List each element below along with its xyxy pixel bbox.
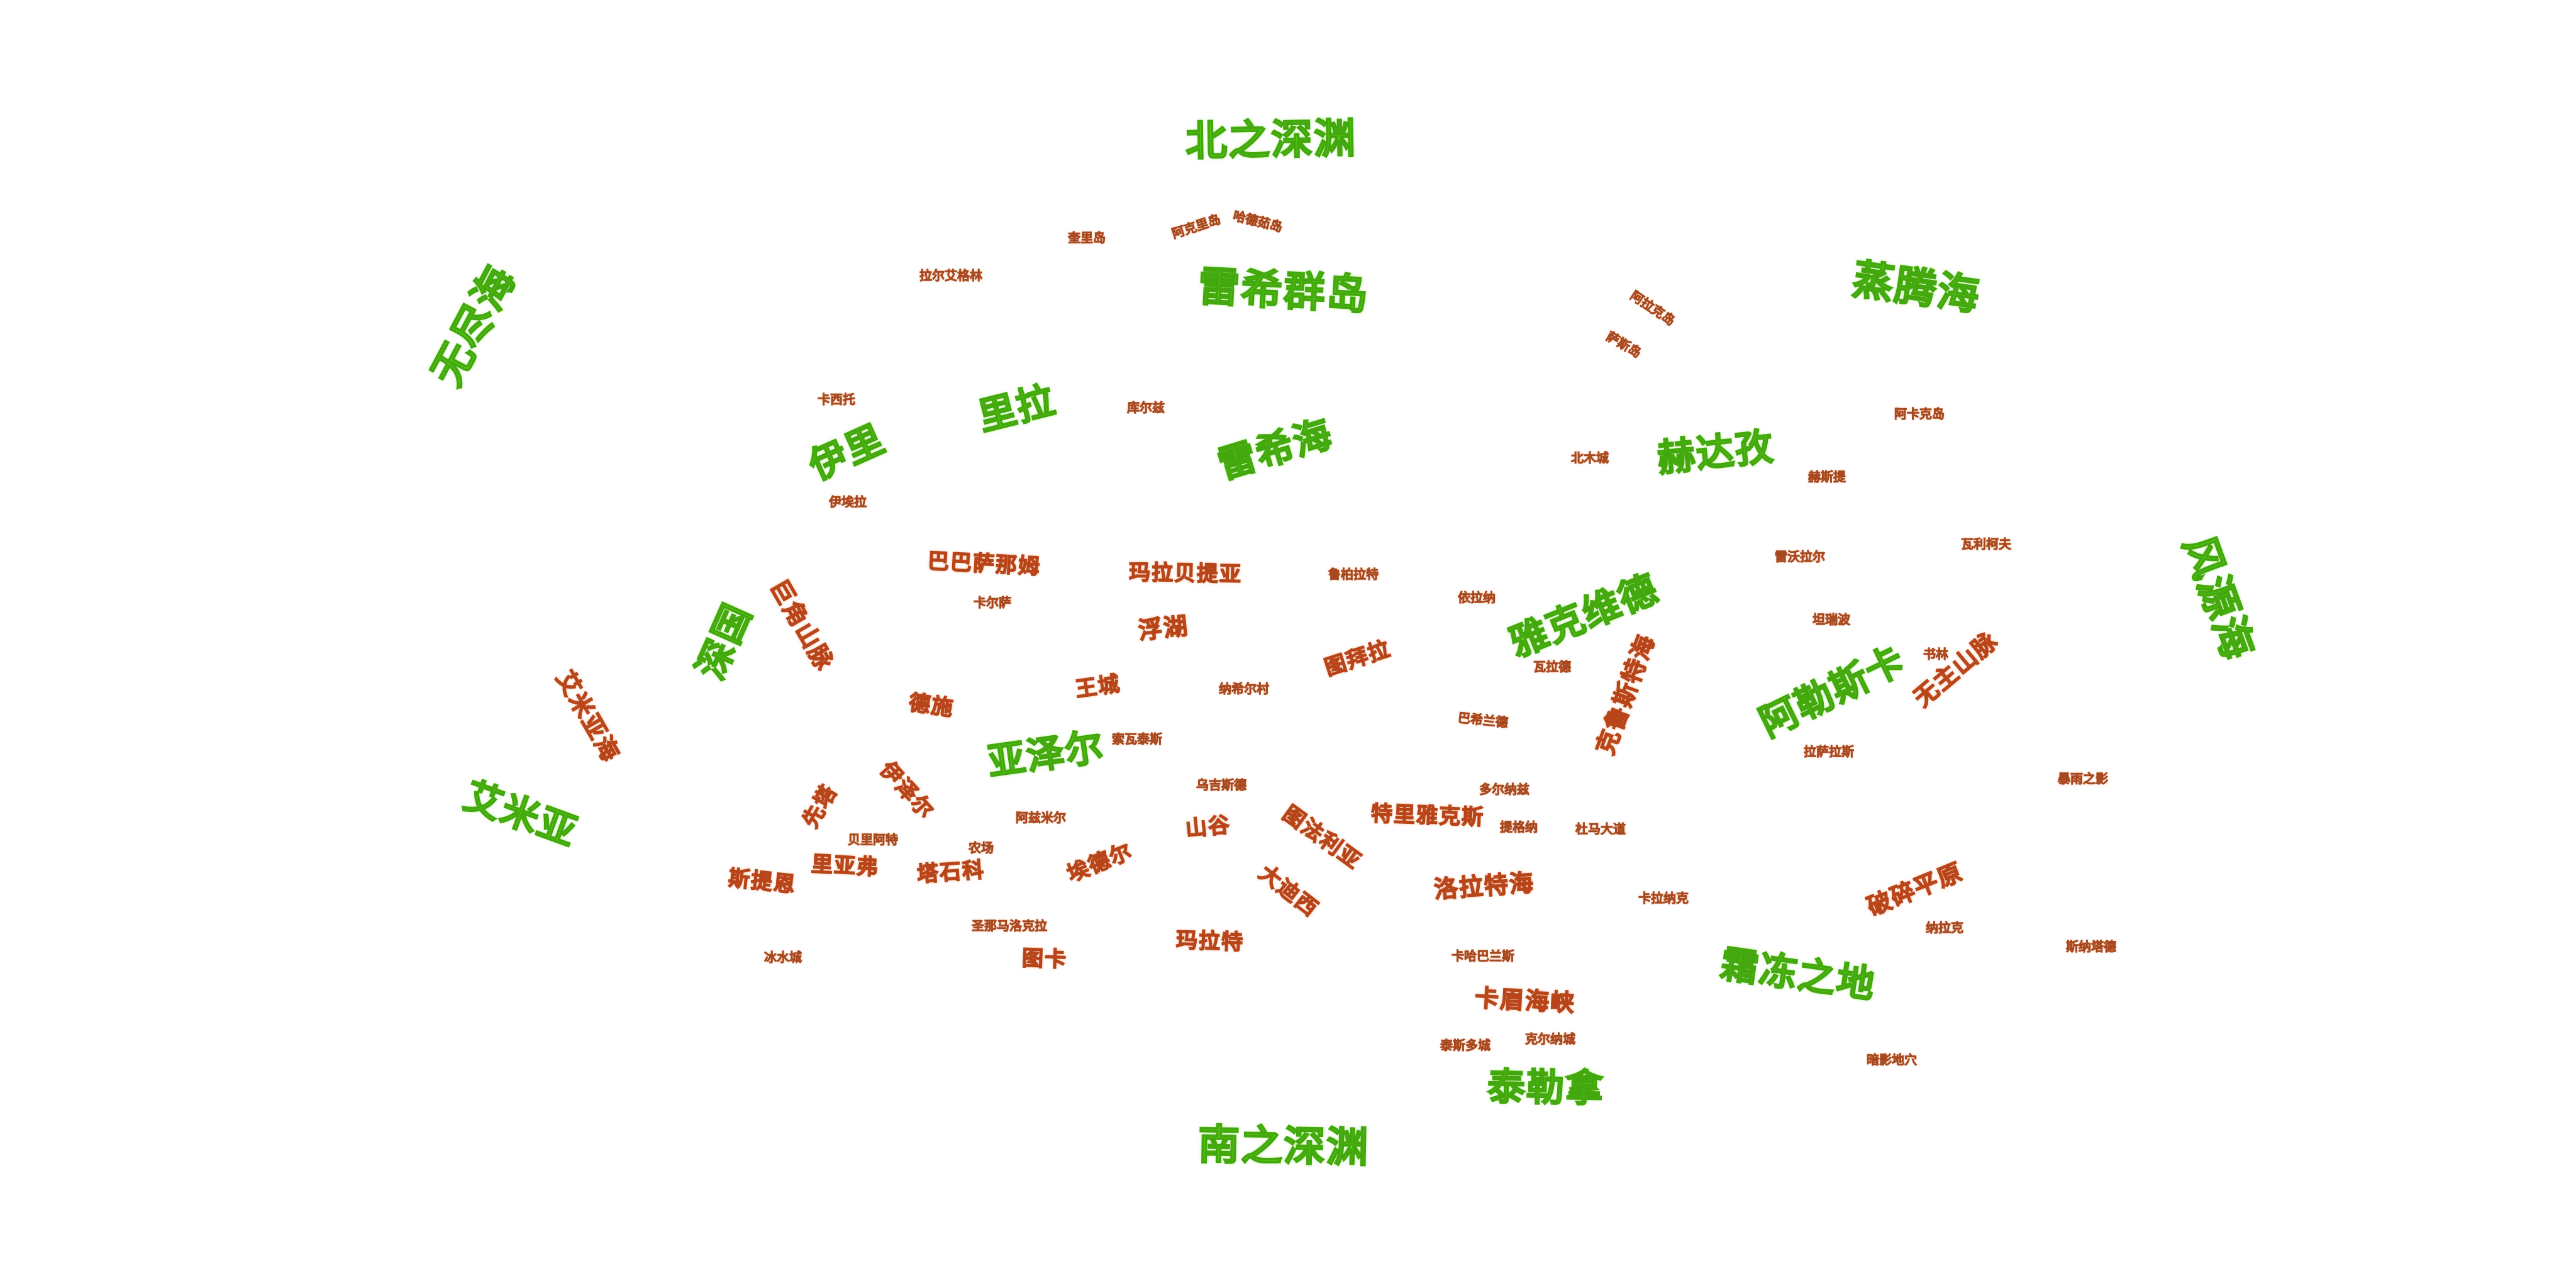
town-label-t-dsa[interactable]: 拉萨拉斯 xyxy=(1804,744,1855,759)
town-label-t-kuoneisi[interactable]: 索瓦泰斯 xyxy=(1112,731,1163,747)
town-label-t-aliqiu[interactable]: 阿拉克岛 xyxy=(1628,287,1679,329)
place-label-tufaliya[interactable]: 图法利亚 xyxy=(1277,801,1367,875)
region-label-ili[interactable]: 伊里 xyxy=(802,416,892,489)
region-label-north-abyss[interactable]: 北之深渊 xyxy=(1184,114,1357,167)
region-label-alaska[interactable]: 阿勒斯卡 xyxy=(1752,637,1913,747)
town-label-t-shadowcave[interactable]: 暗影地穴 xyxy=(1867,1052,1918,1067)
place-label-dadise[interactable]: 大迪西 xyxy=(1253,860,1323,923)
town-label-t-bahuan[interactable]: 巴希兰德 xyxy=(1457,709,1509,731)
place-label-yisel[interactable]: 伊泽尔 xyxy=(874,757,939,825)
town-label-t-xinnaluobi[interactable]: 斯纳塔德 xyxy=(2066,939,2117,954)
town-label-t-akakedao[interactable]: 阿卡克岛 xyxy=(1894,406,1945,421)
place-label-mara[interactable]: 玛拉特 xyxy=(1175,927,1245,955)
town-label-t-kaiercheng[interactable]: 克尔纳城 xyxy=(1525,1031,1576,1046)
town-label-t-kalekayi[interactable]: 卡尔萨 xyxy=(974,595,1012,610)
place-label-lilafu[interactable]: 里亚弗 xyxy=(810,851,880,880)
town-label-t-yilana[interactable]: 依拉纳 xyxy=(1458,590,1496,605)
town-label-t-beimucheng[interactable]: 北木城 xyxy=(1571,450,1609,465)
town-label-t-alaziel[interactable]: 阿兹米尔 xyxy=(1016,810,1067,825)
region-label-hedaz[interactable]: 赫达孜 xyxy=(1655,424,1777,481)
town-label-t-shadow[interactable]: 暴雨之影 xyxy=(2058,771,2109,786)
region-label-lila[interactable]: 里拉 xyxy=(973,377,1060,440)
region-label-steam-sea[interactable]: 蒸腾海 xyxy=(1849,254,1984,321)
place-label-kameixia[interactable]: 卡眉海峡 xyxy=(1474,984,1577,1018)
place-label-tibilla[interactable]: 图拜拉 xyxy=(1321,636,1395,682)
town-label-t-beiali[interactable]: 贝里阿特 xyxy=(848,832,899,847)
town-label-t-akeliedao[interactable]: 阿克里岛 xyxy=(1170,211,1223,242)
town-label-t-shaishidao[interactable]: 萨斯岛 xyxy=(1604,328,1645,361)
region-label-emia[interactable]: 艾米亚 xyxy=(458,773,584,855)
region-label-wind-source-sea[interactable]: 风源海 xyxy=(2173,529,2263,667)
region-label-frostland[interactable]: 霜冻之地 xyxy=(1717,941,1879,1008)
town-label-t-bingshuicheng[interactable]: 冰水城 xyxy=(764,950,802,965)
place-label-deshi[interactable]: 德施 xyxy=(907,689,956,721)
town-label-t-tanabo[interactable]: 坦瑞波 xyxy=(1813,612,1851,627)
place-label-lolate-sea[interactable]: 洛拉特海 xyxy=(1433,869,1536,904)
town-label-t-najiao[interactable]: 纳拉克 xyxy=(1926,920,1964,935)
place-label-giant-cape[interactable]: 巨角山脉 xyxy=(764,574,840,676)
place-label-tuka[interactable]: 图卡 xyxy=(1021,945,1069,973)
region-label-south-abyss[interactable]: 南之深渊 xyxy=(1197,1120,1370,1173)
town-label-t-wuyudiqu[interactable]: 乌吉斯德 xyxy=(1196,777,1247,792)
town-label-t-walade[interactable]: 瓦拉德 xyxy=(1533,659,1572,674)
place-label-marabetia[interactable]: 玛拉贝提亚 xyxy=(1128,560,1243,588)
place-label-kokmiddle[interactable]: 克鲁斯特海 xyxy=(1591,630,1660,759)
place-label-tashike[interactable]: 塔石科 xyxy=(916,857,986,888)
place-label-no-main-mountain[interactable]: 无主山脉 xyxy=(1908,626,2004,713)
town-label-t-tuoma[interactable]: 杜马大道 xyxy=(1575,821,1626,836)
place-label-shitan[interactable]: 先塔 xyxy=(797,780,843,833)
place-label-sitien[interactable]: 斯提恩 xyxy=(726,865,797,899)
place-label-emiyasi-sea[interactable]: 艾米亚海 xyxy=(550,665,626,767)
town-label-t-tuoer-aixin[interactable]: 拉尔艾格林 xyxy=(919,268,983,283)
place-label-broken-plain[interactable]: 破碎平原 xyxy=(1863,857,1967,921)
town-label-t-shanshina[interactable]: 提格纳 xyxy=(1500,819,1538,835)
town-label-t-walikefu[interactable]: 瓦利柯夫 xyxy=(1961,536,2012,552)
town-label-t-taisiduocheng[interactable]: 泰斯多城 xyxy=(1440,1038,1491,1053)
town-label-t-luobaiyi[interactable]: 鲁柏拉特 xyxy=(1328,567,1379,582)
town-label-t-nahuan[interactable]: 纳希尔村 xyxy=(1219,681,1270,696)
region-label-rex-sea[interactable]: 雷希海 xyxy=(1213,411,1338,488)
place-label-shangu[interactable]: 山谷 xyxy=(1184,812,1232,843)
region-label-vast-sea[interactable]: 无尽海 xyxy=(422,257,526,394)
region-label-rex-islands[interactable]: 雷希群岛 xyxy=(1196,262,1371,320)
town-label-t-kaxiulanisi[interactable]: 卡哈巴兰斯 xyxy=(1452,948,1515,963)
place-label-aidewel[interactable]: 埃德尔 xyxy=(1063,838,1137,887)
town-label-t-xusiti[interactable]: 赫斯提 xyxy=(1808,469,1846,484)
town-label-t-shengmo[interactable]: 圣那马洛克拉 xyxy=(972,918,1048,933)
town-label-t-kaxituo[interactable]: 卡西托 xyxy=(818,392,856,407)
town-label-t-shushu[interactable]: 书林 xyxy=(1923,647,1949,662)
place-label-lake[interactable]: 浮湖 xyxy=(1136,611,1191,645)
place-label-babazanom[interactable]: 巴巴萨那姆 xyxy=(926,548,1041,580)
place-label-tilijakes[interactable]: 特里雅克斯 xyxy=(1370,801,1485,831)
town-label-t-kuerlie[interactable]: 库尔兹 xyxy=(1127,400,1165,415)
region-label-taylorna[interactable]: 泰勒拿 xyxy=(1486,1064,1605,1111)
place-label-wangcheng[interactable]: 王城 xyxy=(1074,670,1123,702)
town-label-t-kalanan[interactable]: 卡拉纳克 xyxy=(1638,891,1689,906)
town-label-t-guwolaer[interactable]: 雷沃拉尔 xyxy=(1775,549,1826,564)
town-label-t-aerwanlinaxi[interactable]: 多尔纳兹 xyxy=(1479,782,1530,797)
town-label-t-nongchang[interactable]: 农场 xyxy=(969,840,994,855)
town-label-t-shouyudao[interactable]: 哈德茹岛 xyxy=(1231,208,1284,235)
town-label-t-yiqiuqiu[interactable]: 伊埃拉 xyxy=(829,494,867,509)
region-label-azel[interactable]: 亚泽尔 xyxy=(984,724,1108,785)
town-label-t-qiqidao[interactable]: 奎里岛 xyxy=(1068,230,1106,245)
region-label-deep-kingdom[interactable]: 深国 xyxy=(688,596,761,687)
